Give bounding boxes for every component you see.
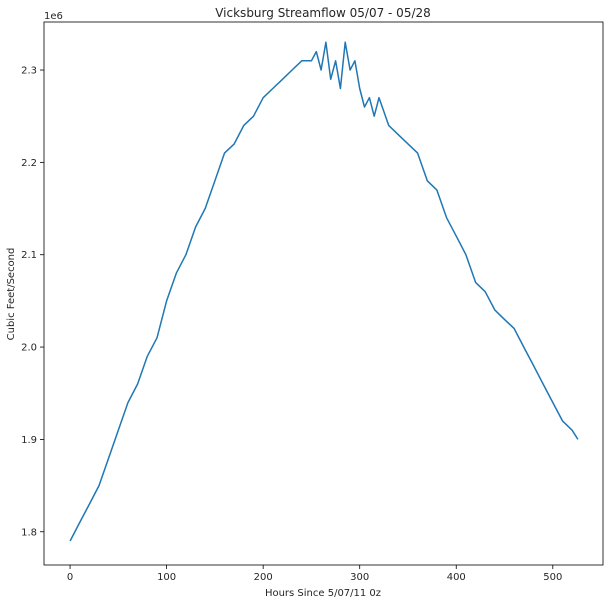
x-tick-label: 0 [67,572,73,583]
x-tick-label: 300 [350,572,369,583]
y-tick-label: 2.3 [21,66,37,77]
plot-area [44,22,603,565]
y-tick-label: 1.8 [21,527,37,538]
x-axis-ticks: 0 100 200 300 400 500 [67,565,562,583]
x-tick-label: 500 [543,572,562,583]
y-tick-label: 1.9 [21,435,37,446]
y-offset-label: 1e6 [44,11,63,22]
streamflow-line [69,41,579,542]
y-axis-ticks: 1.8 1.9 2.0 2.1 2.2 2.3 [21,66,44,538]
y-tick-label: 2.2 [21,158,37,169]
x-tick-label: 100 [157,572,176,583]
y-axis-label: Cubic Feet/Second [6,248,17,341]
x-tick-label: 400 [447,572,466,583]
x-axis-label: Hours Since 5/07/11 0z [265,588,381,599]
y-tick-label: 2.0 [21,343,37,354]
chart-title: Vicksburg Streamflow 05/07 - 05/28 [215,6,431,20]
y-tick-label: 2.1 [21,250,37,261]
series-group [69,41,579,542]
plot-frame [43,21,604,566]
x-tick-label: 200 [254,572,273,583]
